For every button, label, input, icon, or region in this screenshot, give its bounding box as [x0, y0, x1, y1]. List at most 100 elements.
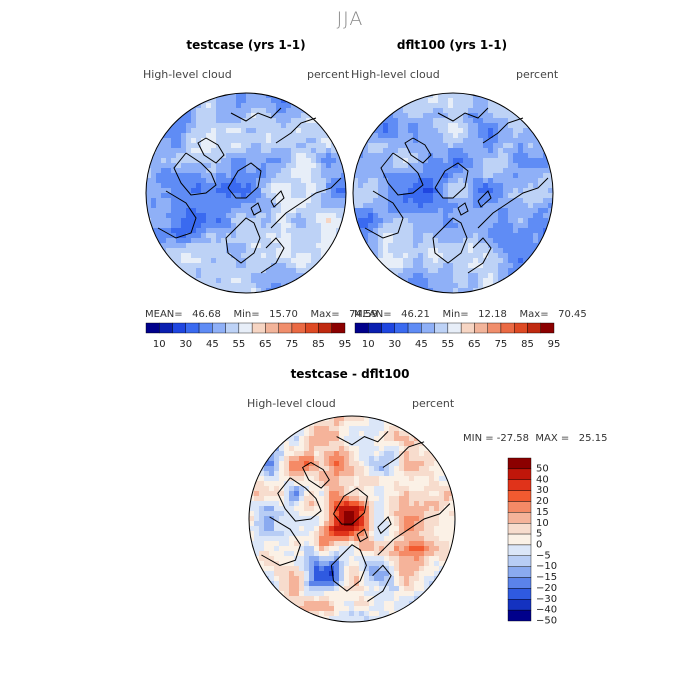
field-cell — [289, 591, 295, 597]
field-cell — [309, 451, 315, 457]
field-cell — [458, 273, 464, 279]
field-cell — [458, 178, 464, 184]
field-cell — [383, 213, 389, 219]
field-cell — [448, 208, 454, 214]
field-cell — [379, 506, 385, 512]
field-cell — [241, 248, 247, 254]
field-cell — [443, 133, 449, 139]
field-cell — [289, 471, 295, 477]
field-cell — [304, 576, 310, 582]
field-cell — [364, 601, 370, 607]
field-cell — [463, 143, 469, 149]
field-cell — [276, 278, 282, 284]
field-cell — [279, 476, 285, 482]
field-cell — [264, 526, 270, 532]
field-cell — [523, 148, 529, 154]
field-cell — [389, 441, 395, 447]
field-cell — [151, 168, 157, 174]
field-cell — [393, 258, 399, 264]
field-cell — [289, 441, 295, 447]
field-cell — [256, 183, 262, 189]
field-cell — [249, 536, 255, 542]
field-cell — [414, 451, 420, 457]
field-cell — [166, 218, 172, 224]
field-cell — [256, 123, 262, 129]
field-cell — [291, 123, 297, 129]
field-cell — [291, 283, 297, 289]
field-cell — [438, 93, 444, 99]
field-cell — [399, 431, 405, 437]
field-cell — [259, 511, 265, 517]
field-cell — [433, 273, 439, 279]
coastline-segment — [260, 237, 285, 274]
field-cell — [286, 118, 292, 124]
field-cell — [316, 248, 322, 254]
field-cell — [166, 133, 172, 139]
field-cell — [483, 213, 489, 219]
field-cell — [404, 436, 410, 442]
field-cell — [404, 566, 410, 572]
field-cell — [206, 223, 212, 229]
field-cell — [329, 606, 335, 612]
field-cell — [493, 113, 499, 119]
field-cell — [523, 168, 529, 174]
field-cell — [281, 263, 287, 269]
field-cell — [358, 238, 364, 244]
field-cell — [321, 213, 327, 219]
field-cell — [171, 218, 177, 224]
field-cell — [326, 158, 332, 164]
field-cell — [296, 153, 302, 159]
field-cell — [413, 233, 419, 239]
field-cell — [409, 526, 415, 532]
field-cell — [321, 223, 327, 229]
field-cell — [289, 506, 295, 512]
field-cell — [221, 198, 227, 204]
field-cell — [324, 596, 330, 602]
field-cell — [281, 113, 287, 119]
field-cell — [409, 581, 415, 587]
field-cell — [418, 253, 424, 259]
field-cell — [306, 263, 312, 269]
field-cell — [171, 128, 177, 134]
field-cell — [216, 213, 222, 219]
field-cell — [493, 168, 499, 174]
field-cell — [264, 486, 270, 492]
field-cell — [296, 243, 302, 249]
field-cell — [321, 238, 327, 244]
field-cell — [321, 198, 327, 204]
field-cell — [354, 566, 360, 572]
field-cell — [508, 238, 514, 244]
field-cell — [473, 183, 479, 189]
field-cell — [478, 258, 484, 264]
field-cell — [176, 233, 182, 239]
field-cell — [176, 173, 182, 179]
field-cell — [413, 218, 419, 224]
field-cell — [388, 178, 394, 184]
field-cell — [408, 153, 414, 159]
field-cell — [468, 223, 474, 229]
field-cell — [299, 596, 305, 602]
field-cell — [399, 586, 405, 592]
field-cell — [216, 128, 222, 134]
field-cell — [478, 273, 484, 279]
field-cell — [171, 253, 177, 259]
field-cell — [236, 228, 242, 234]
field-cell — [291, 183, 297, 189]
field-cell — [271, 193, 277, 199]
field-cell — [428, 253, 434, 259]
field-cell — [433, 223, 439, 229]
field-cell — [413, 173, 419, 179]
field-cell — [503, 173, 509, 179]
field-cell — [241, 153, 247, 159]
field-cell — [339, 581, 345, 587]
field-cell — [443, 248, 449, 254]
field-cell — [493, 188, 499, 194]
panel1-units-label: percent — [307, 68, 350, 81]
field-cell — [428, 273, 434, 279]
field-cell — [261, 278, 267, 284]
field-cell — [339, 546, 345, 552]
field-cell — [398, 243, 404, 249]
field-cell — [196, 118, 202, 124]
field-cell — [161, 218, 167, 224]
field-cell — [326, 243, 332, 249]
